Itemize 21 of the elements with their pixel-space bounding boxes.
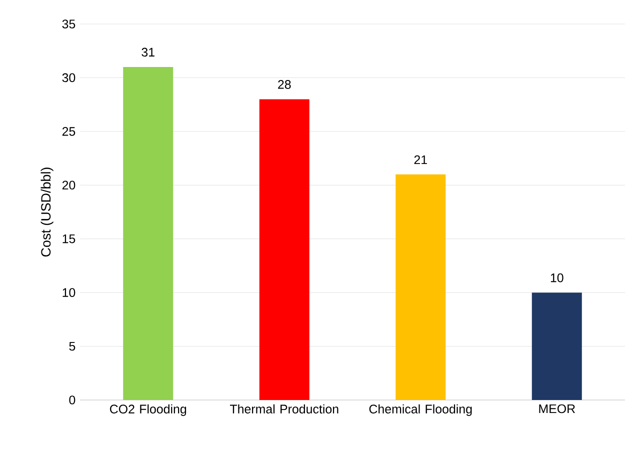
y-tick-label: 30 [62,73,76,82]
y-tick-label: 25 [62,127,76,136]
y-tick-label: 15 [62,234,76,244]
x-tick-label: Chemical Flooding [369,404,472,416]
bar [396,174,446,400]
bar [123,66,174,400]
data-label: 28 [278,80,291,89]
bar [532,292,582,400]
y-axis-title: Cost (USD/bbl) [40,168,54,257]
y-tick-label: 0 [69,396,76,404]
data-label: 10 [550,273,564,282]
y-tick-label: 35 [62,20,76,28]
x-tick-label: MEOR [539,404,575,414]
x-tick-label: Thermal Production [230,404,338,414]
data-label: 21 [414,155,427,164]
y-tick-label: 10 [62,288,76,297]
y-tick-label: 5 [69,342,76,351]
x-tick-label: CO2 Flooding [110,404,186,416]
bar [259,99,310,400]
data-label: 31 [142,48,154,57]
y-tick-label: 20 [62,180,76,190]
